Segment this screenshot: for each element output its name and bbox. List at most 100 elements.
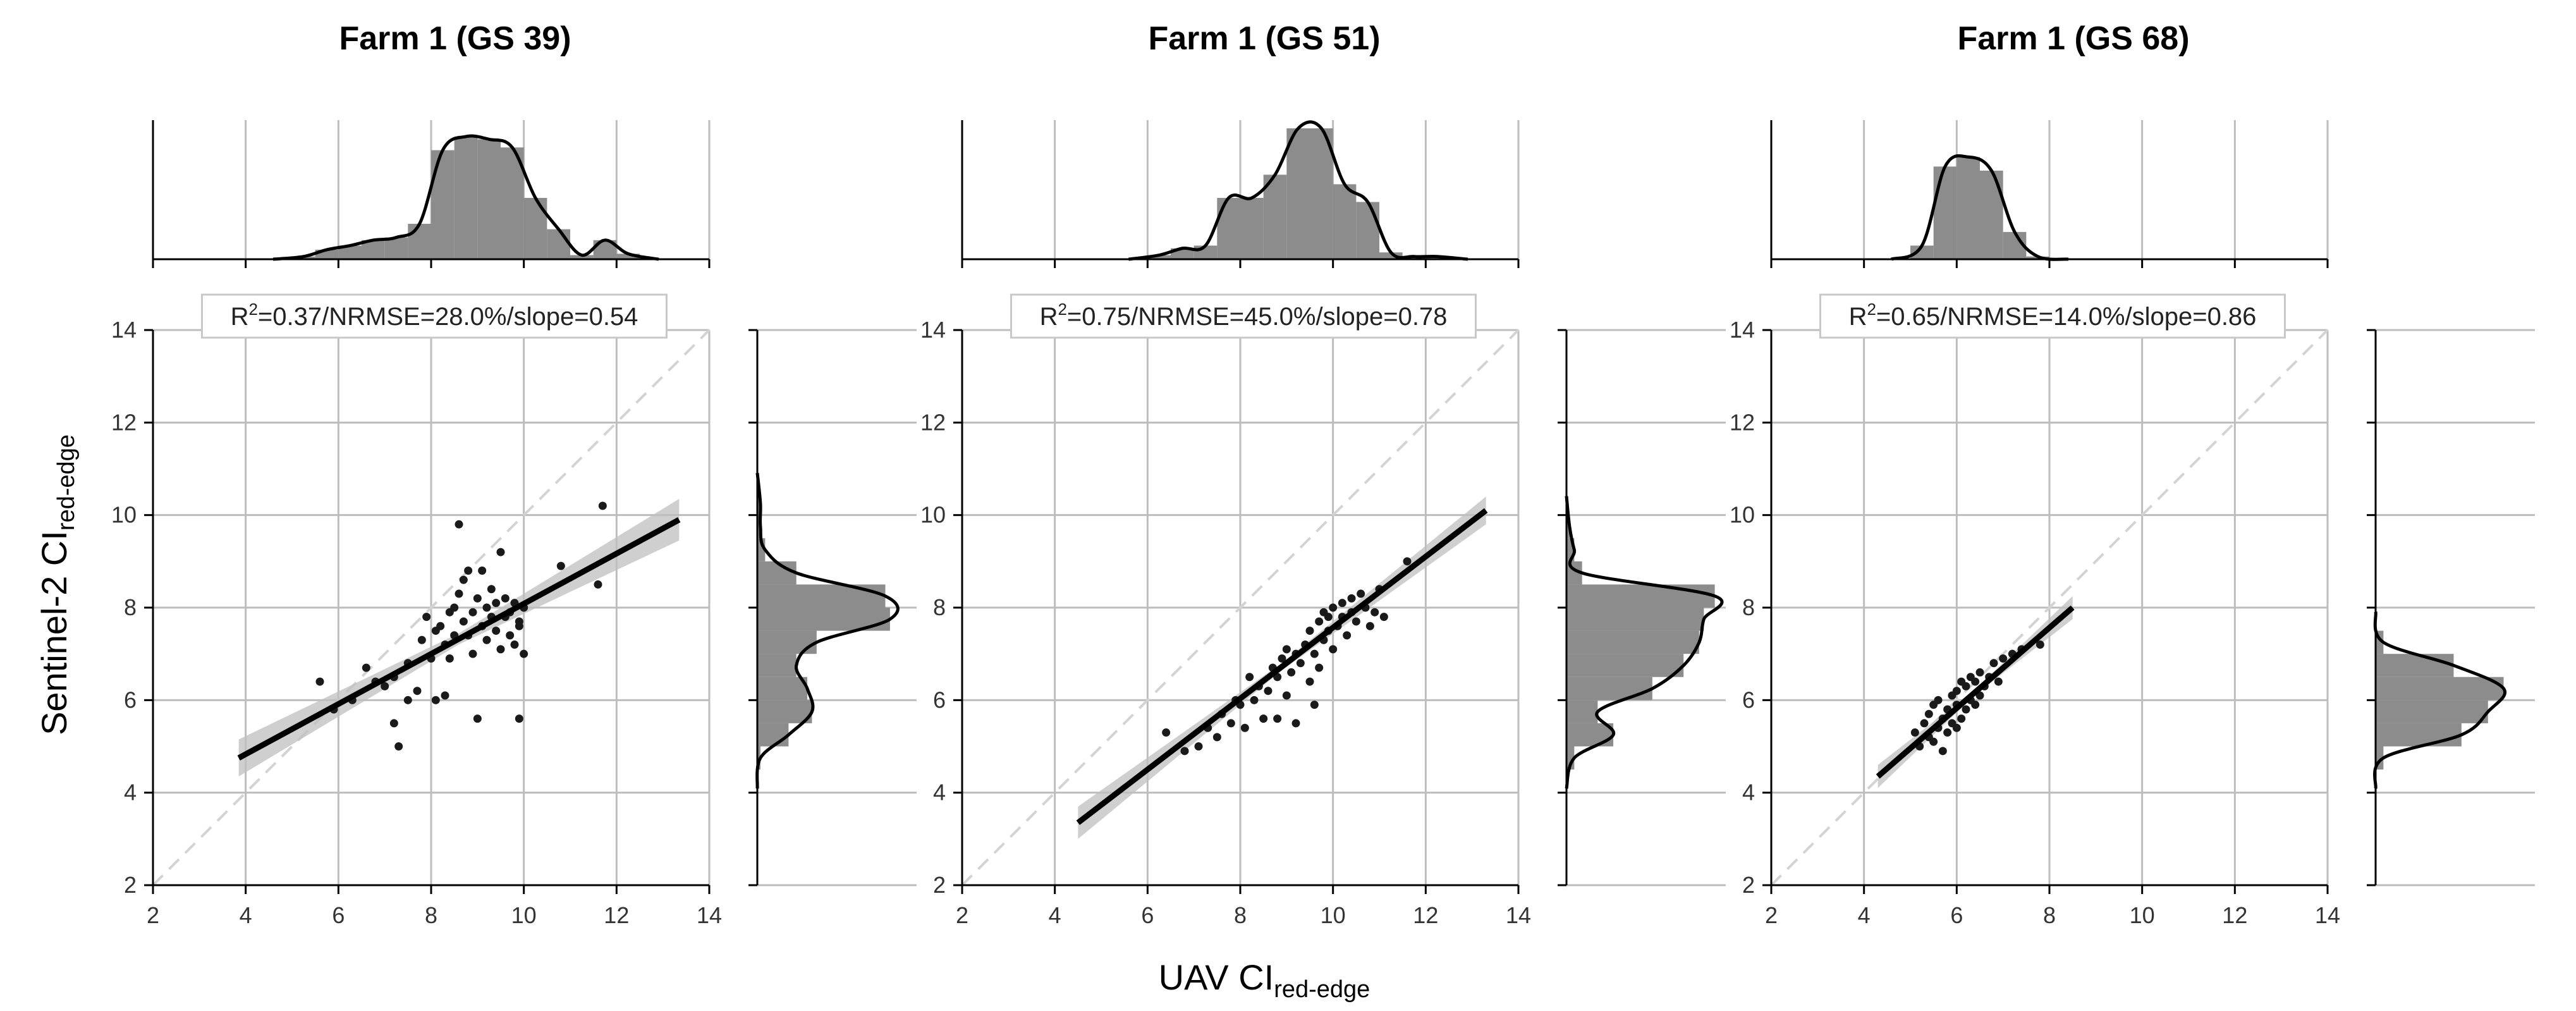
y-tick-label: 14 — [111, 317, 137, 343]
y-axis-label-main: Sentinel-2 CI — [34, 530, 74, 735]
data-point — [1365, 622, 1374, 630]
data-point — [1943, 728, 1952, 737]
x-tick-label: 2 — [956, 902, 968, 928]
stats-r-label: R — [1040, 303, 1058, 331]
stats-box — [1010, 293, 1477, 339]
data-point — [1180, 747, 1189, 756]
data-point — [1952, 687, 1961, 695]
y-hist-bar — [1566, 608, 1704, 631]
y-tick-label: 10 — [920, 502, 946, 528]
x-hist-bar — [616, 254, 640, 259]
y-hist-bar — [2376, 654, 2454, 677]
data-point — [1403, 557, 1412, 566]
data-point — [468, 608, 477, 616]
data-point — [1273, 714, 1282, 723]
data-point — [1305, 627, 1314, 635]
x-hist-bar — [1379, 252, 1403, 259]
data-point — [1989, 659, 1998, 668]
data-point — [515, 617, 523, 626]
data-point — [1291, 719, 1300, 728]
data-point — [482, 603, 491, 612]
data-point — [1957, 714, 1966, 723]
x-hist-bar — [1217, 197, 1240, 259]
identity-line — [1770, 329, 2329, 886]
x-hist-bar — [477, 139, 501, 259]
x-tick-label: 10 — [511, 902, 537, 928]
data-point — [1162, 728, 1171, 737]
y-hist-bar — [1566, 677, 1652, 701]
data-point — [1938, 747, 1947, 756]
data-point — [1310, 649, 1319, 658]
y-hist-bar — [757, 677, 808, 701]
x-tick-label: 2 — [1765, 902, 1778, 928]
y-tick-label: 14 — [1730, 317, 1755, 343]
x-marginal-histogram — [152, 120, 711, 268]
data-point — [1278, 654, 1286, 663]
panel-1-title: Farm 1 (GS 39) — [339, 20, 571, 57]
x-density-curve — [272, 134, 659, 261]
y-hist-bar — [2376, 700, 2488, 723]
x-hist-bar — [1956, 157, 1980, 259]
x-axis-label: UAV CIred-edge — [1159, 957, 1370, 1003]
data-point — [1338, 599, 1346, 608]
regression-line — [1076, 508, 1488, 825]
data-point — [1324, 613, 1333, 622]
x-tick-label: 6 — [1950, 902, 1963, 928]
data-point — [1226, 719, 1235, 728]
data-point — [1343, 631, 1352, 640]
y-tick-label: 4 — [933, 780, 946, 806]
y-marginal-histogram — [2367, 329, 2535, 886]
y-tick-label: 6 — [1742, 687, 1755, 713]
data-point — [473, 714, 482, 723]
x-tick-label: 4 — [240, 902, 252, 928]
data-point — [403, 695, 412, 704]
x-hist-bar — [338, 245, 362, 259]
data-point — [455, 520, 463, 529]
y-tick-label: 6 — [933, 687, 946, 713]
identity-line — [152, 329, 711, 886]
x-hist-bar — [547, 229, 570, 259]
data-point — [1245, 673, 1254, 682]
x-hist-bar — [1240, 197, 1264, 259]
data-point — [1250, 695, 1259, 704]
data-point — [315, 677, 324, 686]
stats-r-superscript: 2 — [1867, 300, 1876, 319]
y-axis-label-sub: red-edge — [53, 434, 80, 530]
x-tick-label: 14 — [697, 902, 722, 928]
data-point — [417, 635, 426, 644]
data-point — [496, 548, 505, 556]
x-hist-bar — [523, 197, 547, 259]
y-hist-bar — [757, 584, 886, 608]
data-point — [496, 645, 505, 654]
data-point — [1379, 613, 1388, 622]
data-point — [1920, 719, 1929, 728]
x-hist-bar — [570, 255, 594, 259]
data-point — [1962, 705, 1970, 714]
x-hist-bar — [1147, 255, 1171, 259]
data-point — [1347, 594, 1356, 603]
x-hist-bar — [1333, 184, 1357, 259]
y-hist-bar — [1566, 654, 1684, 677]
data-point — [1296, 659, 1305, 668]
data-point — [450, 603, 459, 612]
data-point — [1924, 709, 1933, 718]
stats-r-superscript: 2 — [1058, 300, 1066, 319]
x-tick-label: 8 — [425, 902, 437, 928]
y-tick-label: 12 — [111, 409, 137, 435]
x-tick-label: 6 — [332, 902, 345, 928]
data-point — [1240, 723, 1249, 732]
y-hist-bar — [2376, 677, 2504, 701]
stats-r-superscript: 2 — [248, 300, 257, 319]
data-point — [1929, 737, 1938, 746]
stats-values: =0.65/NRMSE=14.0%/slope=0.86 — [1876, 303, 2257, 331]
stats-label: R2=0.75/NRMSE=45.0%/slope=0.78 — [1040, 300, 1448, 331]
data-point — [1329, 645, 1338, 654]
x-hist-bar — [1980, 170, 2003, 259]
data-point — [1994, 677, 2003, 686]
data-point — [1971, 677, 1980, 686]
data-point — [1282, 691, 1291, 700]
x-hist-bar — [454, 136, 478, 259]
